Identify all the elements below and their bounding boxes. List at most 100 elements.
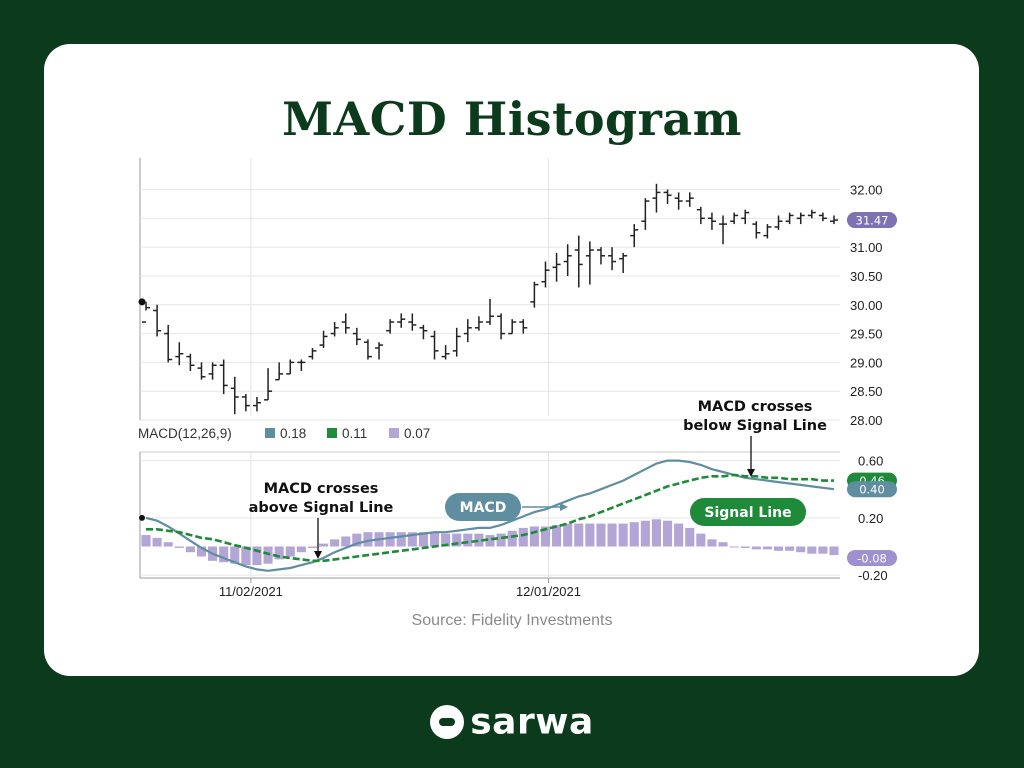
histogram-bar [674,523,684,547]
histogram-bar [219,546,229,563]
cross-below-text-line2: below Signal Line [683,418,827,434]
date-tick-label: 12/01/2021 [516,584,581,599]
last-price-pill [847,212,897,229]
cross-above-text-line2: above Signal Line [249,500,394,516]
histogram-bar [818,546,828,554]
cross-below-text-line1: MACD crosses [698,399,813,415]
histogram-bar [352,533,362,547]
chart-card [44,44,979,676]
histogram-bar [585,523,595,547]
histogram-bar [507,530,517,547]
histogram-bar [141,535,151,547]
histogram-bar [651,519,662,547]
histogram-bar [729,546,739,548]
histogram-bar [574,523,584,547]
legend-swatch [327,428,337,438]
macd-callout-pill [445,493,521,521]
macd-callout-arrowhead [560,503,568,511]
histogram-bar [662,520,673,547]
histogram-bar [307,546,318,548]
histogram-bar [740,546,750,548]
histogram-bar [418,532,428,547]
price-tick-label: 29.00 [850,355,883,370]
histogram-bar [518,527,528,547]
histogram-bar [152,537,162,547]
end-value-label: -0.08 [857,551,887,565]
histogram-bar [685,527,695,547]
histogram-bar [773,546,784,551]
histogram-bar [762,546,772,550]
histogram-bar [718,542,728,547]
histogram-bar [707,539,717,547]
histogram-bar [263,546,273,564]
brand-footer: sarwa [0,700,1024,743]
histogram-bar [385,532,395,547]
brand-wordmark: sarwa [470,701,594,743]
macd-callout-label: MACD [460,500,507,516]
cross-above-arrowhead [314,551,322,559]
price-tick-label: 29.50 [850,327,883,342]
macd-tick-label: -0.20 [858,568,888,583]
macd-line [145,459,835,572]
end-value-pill [847,481,897,498]
histogram-bar [174,546,184,548]
price-tick-label: 32.00 [850,183,883,198]
price-tick-label: 31.00 [850,240,883,255]
end-value-label: 0.40 [859,483,885,497]
source-note: Source: Fidelity Investments [411,612,613,629]
histogram-bar [696,533,706,547]
histogram-bar [407,532,417,547]
histogram-bar [640,520,650,547]
histogram-bar [274,546,284,560]
signal-callout-label: Signal Line [704,505,791,521]
legend-swatch [265,428,275,438]
histogram-bar [363,532,373,547]
histogram-bar [285,546,295,557]
histogram-bar [341,536,351,547]
legend-value: 0.18 [280,426,306,441]
page-title: MACD Histogram [282,92,742,146]
histogram-bar [185,546,195,553]
macd-legend-label: MACD(12,26,9) [138,426,232,441]
histogram-bar [396,532,406,547]
last-price-label: 31.47 [856,214,889,228]
histogram-bar [785,546,795,551]
histogram-bar [163,542,173,547]
histogram-bar [241,546,251,566]
histogram-bar [807,546,817,554]
macd-start-dot [139,514,145,521]
date-tick-label: 11/02/2021 [219,584,283,599]
sarwa-logo-icon [430,705,465,739]
histogram-bar [829,546,839,556]
legend-value: 0.11 [342,426,367,441]
price-tick-label: 30.50 [850,269,883,284]
histogram-bar [230,546,240,564]
price-start-dot [138,298,146,306]
price-tick-label: 28.50 [850,384,883,399]
histogram-bar [485,535,495,547]
histogram-bar [596,523,606,547]
macd-tick-label: 0.20 [858,511,883,526]
signal-callout-pill [690,498,806,526]
histogram-bar [563,523,573,547]
histogram-bar [441,533,451,547]
histogram-bar [296,546,306,553]
price-tick-label: 30.00 [850,298,883,313]
cross-below-arrowhead [747,469,755,477]
histogram-bar [318,543,329,547]
histogram-bar [196,546,207,557]
legend-swatch [389,428,399,438]
end-value-pill [847,549,897,566]
histogram-bar [540,526,551,547]
histogram-bar [496,533,506,547]
legend-value: 0.07 [404,426,430,441]
histogram-bar [618,523,628,547]
histogram-bar [330,539,340,547]
histogram-bar [252,546,262,566]
histogram-bar [474,533,484,547]
histogram-bar [607,523,617,547]
histogram-bar [796,546,806,553]
histogram-bar [552,525,562,547]
histogram-bar [751,546,761,550]
